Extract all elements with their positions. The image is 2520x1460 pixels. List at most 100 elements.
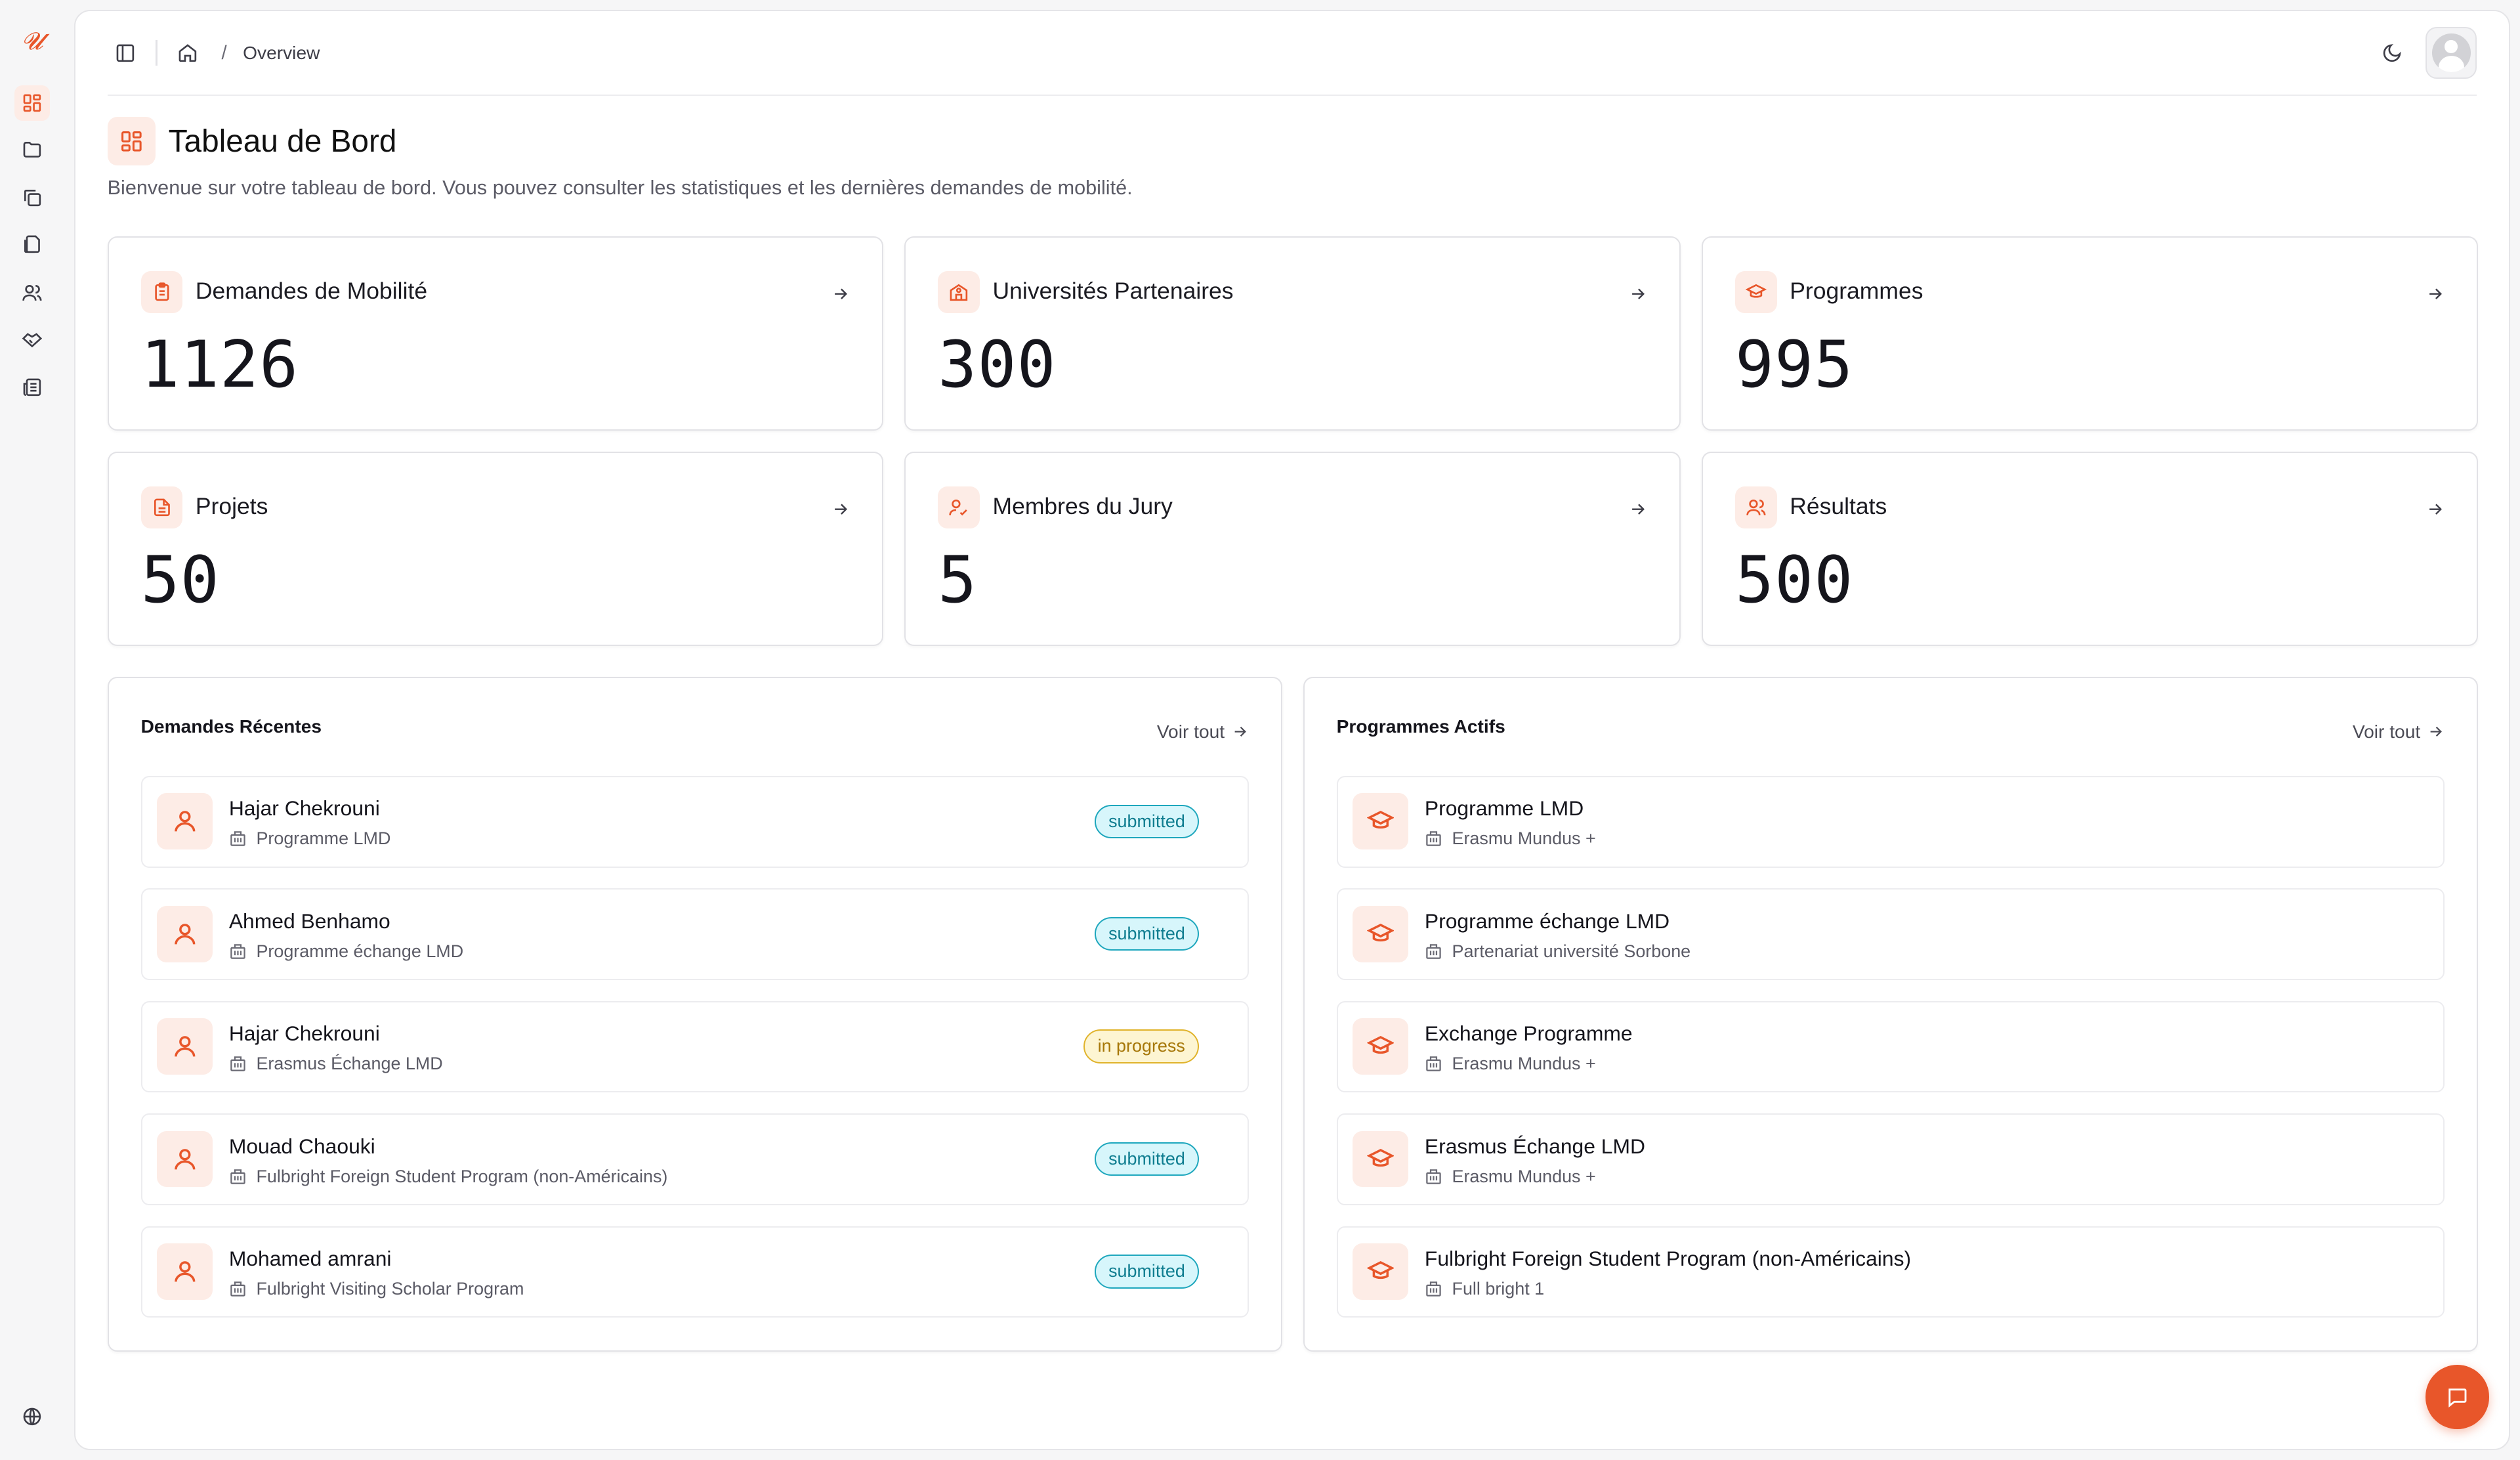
stat-label: Projets: [195, 492, 268, 519]
language-globe-icon[interactable]: [14, 1399, 50, 1434]
request-name: Hajar Chekrouni: [228, 796, 380, 821]
stat-card-universites[interactable]: Universités Partenaires 300: [904, 236, 1681, 431]
building-icon: [230, 1281, 245, 1297]
nav-copy-icon[interactable]: [14, 180, 50, 215]
request-program: Erasmus Échange LMD: [229, 1054, 443, 1074]
program-name: Fulbright Visiting Scholar Program: [256, 1279, 524, 1299]
file-text-icon: [140, 486, 183, 528]
stat-card-projets[interactable]: Projets 50: [107, 451, 884, 647]
request-name: Hajar Chekrouni: [228, 1021, 380, 1046]
arrow-right-icon: [835, 504, 848, 515]
request-name: Mohamed amrani: [228, 1247, 392, 1271]
stat-card-jury[interactable]: Membres du Jury 5: [904, 451, 1681, 647]
app-logo[interactable]: 𝓤: [21, 27, 43, 56]
program-name: Programme échange LMD: [256, 941, 464, 961]
status-badge: submitted: [1094, 1255, 1200, 1289]
chat-button[interactable]: [2425, 1365, 2490, 1430]
stat-card-demandes[interactable]: Demandes de Mobilité 1126: [107, 236, 884, 431]
school-icon: [938, 270, 980, 313]
stat-label: Demandes de Mobilité: [195, 277, 428, 304]
program-name: Erasmus Échange LMD: [1424, 1134, 1645, 1158]
arrow-right-icon: [2430, 727, 2442, 737]
nav-users-icon[interactable]: [14, 275, 50, 311]
stat-card-programmes[interactable]: Programmes 995: [1702, 236, 2478, 431]
breadcrumb-current: Overview: [243, 42, 320, 63]
users-icon: [1734, 486, 1777, 528]
active-programs-panel: Programmes Actifs Voir tout Programme LM…: [1303, 676, 2478, 1352]
graduation-cap-icon: [1352, 1243, 1409, 1300]
program-row[interactable]: Exchange Programme Erasmu Mundus +: [1336, 1000, 2445, 1093]
status-badge: submitted: [1094, 917, 1200, 951]
program-name: Programme échange LMD: [1424, 909, 1670, 933]
stat-value: 1126: [140, 327, 299, 402]
sidebar-toggle-icon[interactable]: [108, 35, 143, 71]
building-icon: [1426, 1056, 1441, 1071]
program-row[interactable]: Erasmus Échange LMD Erasmu Mundus +: [1336, 1113, 2445, 1205]
partner-name: Erasmu Mundus +: [1452, 1054, 1596, 1074]
request-name: Mouad Chaouki: [228, 1134, 375, 1158]
nav-handshake-icon[interactable]: [14, 322, 50, 357]
graduation-cap-icon: [1352, 1130, 1409, 1188]
request-row[interactable]: Ahmed Benhamo Programme échange LMD subm…: [140, 888, 1249, 980]
building-icon: [1426, 944, 1441, 959]
building-icon: [230, 944, 245, 959]
page-subtitle: Bienvenue sur votre tableau de bord. Vou…: [107, 176, 1133, 199]
user-avatar[interactable]: [2425, 27, 2477, 79]
program-partner: Erasmu Mundus +: [1425, 1054, 1596, 1074]
nav-documents-icon[interactable]: [14, 226, 50, 262]
nav-newspaper-icon[interactable]: [14, 370, 50, 405]
building-icon: [1426, 831, 1441, 847]
status-badge: submitted: [1094, 1142, 1200, 1176]
arrow-right-icon: [2429, 288, 2442, 299]
graduation-cap-icon: [1352, 905, 1409, 962]
program-partner: Full bright 1: [1425, 1279, 1544, 1299]
program-row[interactable]: Programme échange LMD Partenariat univer…: [1336, 888, 2445, 980]
stat-label: Universités Partenaires: [992, 277, 1234, 304]
program-name: Erasmus Échange LMD: [256, 1054, 443, 1074]
stat-value: 5: [938, 542, 978, 618]
view-all-link[interactable]: Voir tout: [1157, 721, 1249, 742]
dark-mode-moon-icon[interactable]: [2374, 35, 2410, 71]
stat-value: 500: [1734, 542, 1854, 618]
request-row[interactable]: Mohamed amrani Fulbright Visiting Schola…: [140, 1226, 1249, 1318]
stat-label: Programmes: [1790, 277, 1923, 304]
request-name: Ahmed Benhamo: [228, 909, 390, 933]
user-icon: [156, 793, 213, 850]
program-row[interactable]: Fulbright Foreign Student Program (non-A…: [1336, 1226, 2445, 1318]
program-name: Exchange Programme: [1424, 1021, 1633, 1046]
arrow-right-icon: [2429, 504, 2442, 515]
arrow-right-icon: [1631, 504, 1645, 515]
arrow-right-icon: [1234, 727, 1246, 737]
program-name: Fulbright Foreign Student Program (non-A…: [256, 1166, 668, 1186]
status-badge: submitted: [1094, 804, 1200, 838]
program-partner: Erasmu Mundus +: [1425, 828, 1596, 849]
program-name: Programme LMD: [256, 828, 391, 849]
graduation-cap-icon: [1352, 793, 1409, 850]
request-program: Fulbright Visiting Scholar Program: [229, 1279, 524, 1299]
stat-card-resultats[interactable]: Résultats 500: [1702, 451, 2478, 647]
sidebar-rail: 𝓤: [0, 0, 74, 1460]
view-all-label: Voir tout: [2352, 721, 2421, 742]
request-row[interactable]: Hajar Chekrouni Programme LMD submitted: [140, 775, 1249, 868]
view-all-label: Voir tout: [1156, 721, 1225, 742]
topbar: / Overview: [107, 11, 2477, 97]
view-all-link[interactable]: Voir tout: [2353, 721, 2445, 742]
program-row[interactable]: Programme LMD Erasmu Mundus +: [1336, 775, 2445, 868]
building-icon: [1426, 1281, 1441, 1297]
nav-dashboard-icon[interactable]: [14, 85, 50, 121]
dashboard-icon: [107, 117, 156, 165]
nav-folder-icon[interactable]: [14, 132, 50, 167]
page-header: Tableau de Bord: [107, 117, 396, 165]
divider: [156, 40, 158, 66]
chat-bubble-icon: [2448, 1388, 2467, 1407]
user-icon: [156, 1243, 213, 1300]
partner-name: Erasmu Mundus +: [1452, 828, 1596, 849]
request-row[interactable]: Mouad Chaouki Fulbright Foreign Student …: [140, 1113, 1249, 1205]
home-icon[interactable]: [170, 35, 205, 71]
program-name: Fulbright Foreign Student Program (non-A…: [1424, 1247, 1912, 1271]
program-partner: Partenariat université Sorbone: [1425, 941, 1690, 962]
user-icon: [156, 1130, 213, 1188]
program-name: Programme LMD: [1424, 796, 1584, 821]
request-row[interactable]: Hajar Chekrouni Erasmus Échange LMD in p…: [140, 1000, 1249, 1093]
panel-title: Demandes Récentes: [140, 716, 322, 737]
